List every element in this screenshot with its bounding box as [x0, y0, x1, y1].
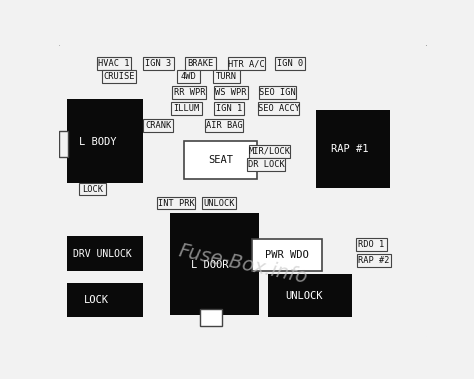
Bar [67, 99, 143, 183]
Text: 4WD: 4WD [181, 72, 196, 81]
Text: LOCK: LOCK [84, 295, 109, 305]
Text: PWR WDO: PWR WDO [265, 250, 309, 260]
Text: UNLOCK: UNLOCK [285, 291, 323, 301]
Text: IGN 0: IGN 0 [277, 59, 303, 68]
FancyBboxPatch shape [56, 43, 429, 340]
Bar [143, 119, 173, 132]
Text: L DOOR: L DOOR [191, 260, 229, 270]
Bar [170, 213, 259, 315]
Text: HVAC 1: HVAC 1 [98, 59, 129, 68]
Bar [67, 236, 143, 271]
Text: RAP #2: RAP #2 [358, 256, 390, 265]
Text: TURN: TURN [216, 72, 237, 81]
Bar [247, 158, 285, 171]
Text: WS WPR: WS WPR [215, 88, 247, 97]
Bar [172, 86, 206, 99]
Bar [356, 238, 387, 251]
Text: SEAT: SEAT [208, 155, 233, 165]
Bar [316, 110, 390, 188]
Text: RR WPR: RR WPR [173, 88, 205, 97]
Bar [205, 119, 243, 132]
Text: RDO 1: RDO 1 [358, 240, 384, 249]
Bar [213, 70, 240, 83]
Bar [258, 102, 299, 115]
Bar [259, 86, 296, 99]
Bar [268, 274, 352, 318]
Bar [177, 70, 201, 83]
Text: RAP #1: RAP #1 [331, 144, 369, 154]
Bar [171, 102, 202, 115]
Text: CRUISE: CRUISE [103, 72, 135, 81]
Text: LOCK: LOCK [82, 185, 103, 194]
Text: UNLOCK: UNLOCK [203, 199, 235, 208]
Bar [252, 239, 322, 271]
Text: BRAKE: BRAKE [187, 59, 213, 68]
Text: AIR BAG: AIR BAG [206, 121, 243, 130]
Bar [214, 86, 248, 99]
Bar [102, 70, 136, 83]
Bar [200, 309, 222, 326]
Text: SEO IGN: SEO IGN [259, 88, 296, 97]
Text: IGN 1: IGN 1 [216, 104, 242, 113]
Bar [79, 183, 106, 196]
Text: HTR A/C: HTR A/C [228, 59, 265, 68]
Bar [185, 57, 216, 70]
Text: DR LOCK: DR LOCK [248, 160, 284, 169]
Text: DRV UNLOCK: DRV UNLOCK [73, 249, 132, 258]
Bar [274, 57, 305, 70]
Bar [67, 283, 143, 318]
Text: IGN 3: IGN 3 [146, 59, 172, 68]
Bar [249, 145, 290, 158]
Bar [59, 131, 68, 157]
Text: L BODY: L BODY [80, 137, 117, 147]
Bar [228, 57, 265, 70]
Text: CRANK: CRANK [145, 121, 171, 130]
Bar [97, 57, 131, 70]
Text: ILLUM: ILLUM [173, 104, 200, 113]
Bar [214, 102, 244, 115]
Text: MIR/LOCK: MIR/LOCK [248, 147, 291, 156]
Bar [202, 197, 236, 210]
Bar [157, 197, 195, 210]
Text: SEO ACCY: SEO ACCY [257, 104, 300, 113]
Text: INT PRK: INT PRK [158, 199, 194, 208]
Bar [357, 254, 391, 267]
Bar [184, 141, 257, 179]
Text: Fuse-Box.info: Fuse-Box.info [177, 241, 309, 287]
Bar [143, 57, 174, 70]
